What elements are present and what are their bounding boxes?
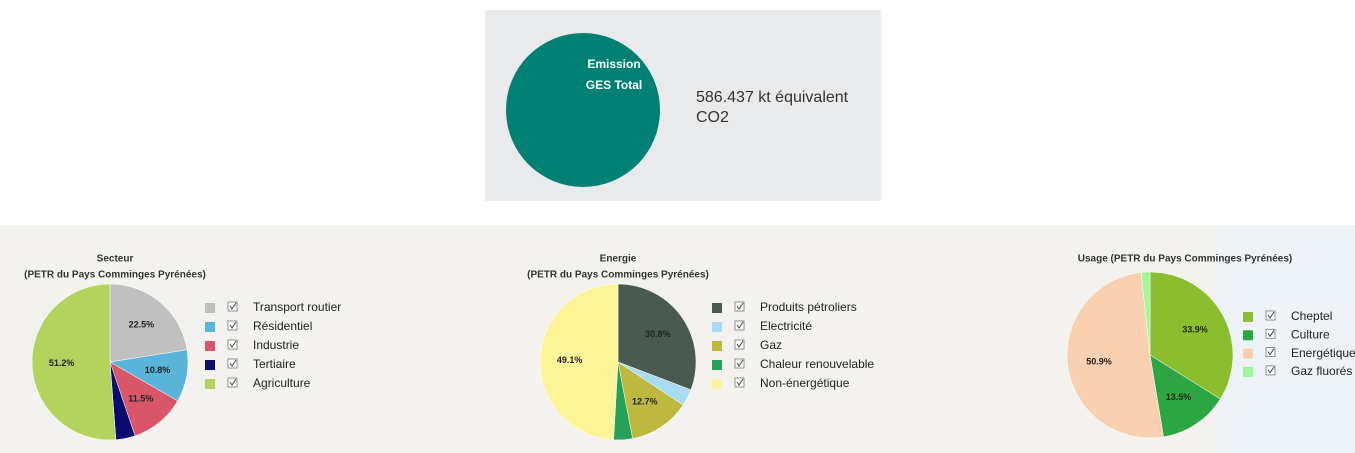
legend-swatch bbox=[1243, 348, 1253, 359]
legend-check bbox=[736, 378, 744, 386]
pie-slice bbox=[617, 361, 684, 439]
legend-checkbox[interactable] bbox=[1265, 365, 1276, 376]
legend-check bbox=[229, 359, 237, 367]
legend-label: Transport routier bbox=[253, 300, 341, 314]
legend-check bbox=[736, 302, 744, 310]
slice-label: 33.9% bbox=[1182, 324, 1208, 334]
legend-checkbox[interactable] bbox=[734, 377, 745, 388]
legend-checkbox[interactable] bbox=[1265, 347, 1276, 358]
legend-swatch bbox=[1243, 312, 1253, 322]
legend-checkbox[interactable] bbox=[227, 320, 238, 331]
legend-checkbox[interactable] bbox=[227, 358, 238, 369]
legend-swatch bbox=[205, 360, 215, 370]
legend-label: Electricité bbox=[760, 319, 812, 333]
legend-check bbox=[1267, 311, 1275, 319]
legend-checkbox[interactable] bbox=[734, 301, 745, 312]
legend-label: Gaz bbox=[760, 338, 782, 352]
chart-subtitle: (PETR du Pays Comminges Pyrénées) bbox=[527, 270, 709, 281]
legend-check bbox=[736, 359, 744, 367]
pie-slice bbox=[1066, 272, 1164, 439]
legend-checkbox[interactable] bbox=[1265, 310, 1276, 321]
slice-label: 51.2% bbox=[49, 358, 75, 368]
legend-label: Industrie bbox=[253, 338, 299, 352]
chart-title: Usage (PETR du Pays Comminges Pyrénées) bbox=[1078, 254, 1293, 265]
legend-checkbox[interactable] bbox=[734, 320, 745, 331]
slice-label: 12.7% bbox=[632, 397, 658, 407]
chart-title: Energie bbox=[600, 254, 637, 265]
chart-title: Secteur bbox=[97, 254, 134, 265]
pie-slice bbox=[109, 283, 188, 363]
legend-checkbox[interactable] bbox=[227, 377, 238, 388]
legend-check bbox=[736, 340, 744, 348]
slice-label: 22.5% bbox=[129, 320, 155, 330]
legend-check bbox=[1267, 366, 1275, 374]
pie-slice bbox=[1149, 354, 1221, 438]
slice-label: 13.5% bbox=[1166, 392, 1192, 402]
summary-label: Emission bbox=[587, 57, 640, 71]
legend-label: Agriculture bbox=[253, 376, 311, 390]
legend-swatch bbox=[205, 303, 215, 313]
legend-label: Tertiaire bbox=[253, 357, 296, 371]
legend-checkbox[interactable] bbox=[734, 358, 745, 369]
legend-check bbox=[229, 340, 237, 348]
legend-swatch bbox=[712, 303, 722, 313]
pie-slice bbox=[1149, 271, 1234, 400]
pie-slice bbox=[539, 283, 619, 441]
legend-swatch bbox=[205, 379, 215, 389]
legend-label: Résidentiel bbox=[253, 319, 312, 333]
summary-value: CO2 bbox=[696, 109, 729, 126]
legend-check bbox=[1267, 348, 1275, 356]
legend-swatch bbox=[712, 322, 722, 332]
summary-label: GES Total bbox=[586, 78, 642, 92]
map-sea bbox=[1215, 225, 1355, 453]
summary-circle bbox=[506, 33, 660, 187]
legend-check bbox=[229, 302, 237, 310]
summary-value: 586.437 kt équivalent bbox=[696, 89, 849, 106]
legend-label: Gaz fluorés bbox=[1291, 364, 1352, 378]
legend-swatch bbox=[712, 379, 722, 389]
legend-label: Chaleur renouvelable bbox=[760, 357, 874, 371]
pie-slice bbox=[617, 283, 697, 391]
legend-swatch bbox=[712, 360, 722, 370]
legend-label: Non-énergétique bbox=[760, 376, 850, 390]
legend-label: Produits pétroliers bbox=[760, 300, 857, 314]
legend-check bbox=[229, 321, 237, 329]
legend-swatch bbox=[1243, 366, 1253, 377]
legend-label: Energétique bbox=[1291, 346, 1355, 360]
slice-label: 49.1% bbox=[557, 355, 583, 365]
legend-swatch bbox=[1243, 330, 1253, 341]
legend-swatch bbox=[205, 341, 215, 351]
pie-slice bbox=[1140, 271, 1151, 356]
legend-check bbox=[229, 378, 237, 386]
chart-subtitle: (PETR du Pays Comminges Pyrénées) bbox=[24, 270, 206, 281]
legend-checkbox[interactable] bbox=[227, 339, 238, 350]
slice-label: 11.5% bbox=[128, 394, 153, 404]
legend-swatch bbox=[712, 341, 722, 351]
slice-label: 10.8% bbox=[145, 365, 171, 375]
slice-label: 50.9% bbox=[1086, 356, 1112, 366]
legend-checkbox[interactable] bbox=[227, 301, 238, 312]
legend-check bbox=[1267, 330, 1275, 338]
slice-label: 30.8% bbox=[645, 329, 671, 339]
legend-checkbox[interactable] bbox=[1265, 328, 1276, 339]
legend-swatch bbox=[205, 322, 215, 332]
legend-checkbox[interactable] bbox=[734, 339, 745, 350]
pie-slice bbox=[31, 283, 117, 441]
legend-label: Cheptel bbox=[1291, 309, 1332, 323]
legend-label: Culture bbox=[1291, 327, 1330, 341]
legend-check bbox=[736, 321, 744, 329]
